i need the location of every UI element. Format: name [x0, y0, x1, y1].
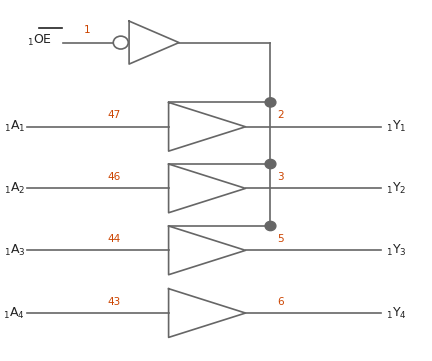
Text: $_1$A$_4$: $_1$A$_4$	[3, 305, 25, 321]
Text: 3: 3	[277, 172, 284, 182]
Text: 6: 6	[277, 297, 284, 306]
Text: $_1$A$_3$: $_1$A$_3$	[3, 243, 25, 258]
Text: 46: 46	[108, 172, 121, 182]
Text: 47: 47	[108, 110, 121, 120]
Text: $_1$A$_1$: $_1$A$_1$	[3, 119, 25, 134]
Text: $_1$OE: $_1$OE	[27, 33, 52, 48]
Text: $_1$Y$_2$: $_1$Y$_2$	[386, 181, 406, 196]
Text: 44: 44	[108, 234, 121, 244]
Circle shape	[265, 221, 276, 231]
Text: $_1$A$_2$: $_1$A$_2$	[4, 181, 25, 196]
Text: $_1$Y$_1$: $_1$Y$_1$	[386, 119, 406, 134]
Text: $_1$Y$_4$: $_1$Y$_4$	[386, 305, 407, 321]
Text: 2: 2	[277, 110, 284, 120]
Circle shape	[265, 98, 276, 107]
Text: 5: 5	[277, 234, 284, 244]
Circle shape	[265, 159, 276, 169]
Text: 1: 1	[84, 25, 91, 35]
Text: $_1$Y$_3$: $_1$Y$_3$	[386, 243, 407, 258]
Text: 43: 43	[108, 297, 121, 306]
